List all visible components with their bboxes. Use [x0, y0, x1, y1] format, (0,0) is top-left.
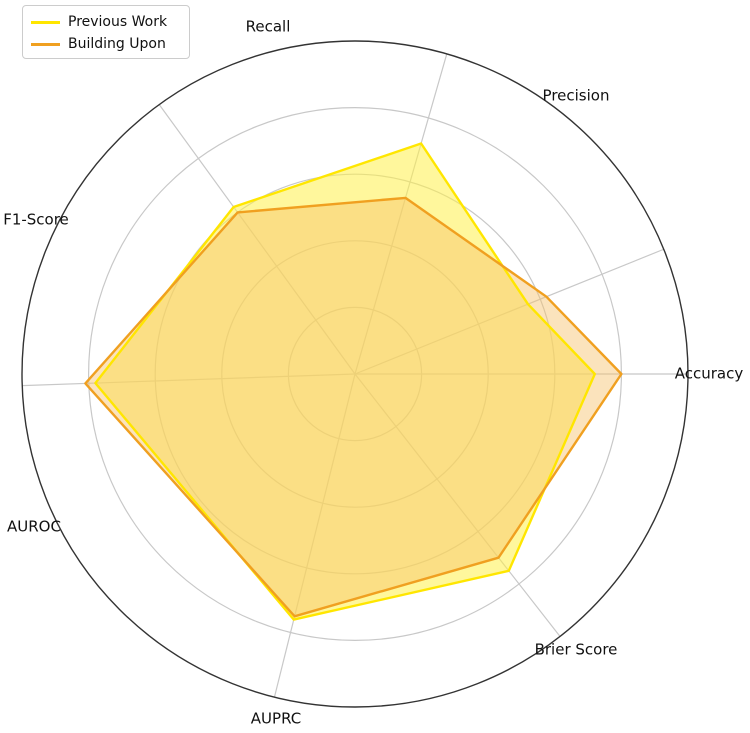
- legend-label-previous-work: Previous Work: [68, 14, 168, 30]
- legend-label-building-upon: Building Upon: [68, 36, 166, 52]
- radar-outer-circle: [21, 40, 689, 708]
- legend-swatch-previous-work: [31, 20, 60, 24]
- axis-labels: Accuracy Precision Recall F1-Score AUROC AUPR…: [3, 18, 743, 728]
- axis-label-recall: Recall: [246, 18, 291, 36]
- axis-label-f1-score: F1-Score: [3, 211, 69, 229]
- axis-label-auroc: AUROC: [7, 518, 61, 536]
- legend-swatch-building-upon: [31, 42, 60, 46]
- axis-label-auprc: AUPRC: [251, 710, 301, 728]
- axis-label-accuracy: Accuracy: [675, 365, 744, 383]
- legend: Previous Work Building Upon: [22, 5, 190, 59]
- radar-series-layer: [84, 142, 623, 621]
- legend-item-building-upon: Building Upon: [31, 33, 181, 55]
- series-fill-1: [85, 197, 622, 617]
- axis-label-brier-score: Brier Score: [535, 641, 618, 659]
- series-fill-0: [95, 143, 595, 620]
- axis-label-precision: Precision: [543, 87, 610, 105]
- legend-item-previous-work: Previous Work: [31, 11, 181, 33]
- series-line-1: [84, 196, 623, 618]
